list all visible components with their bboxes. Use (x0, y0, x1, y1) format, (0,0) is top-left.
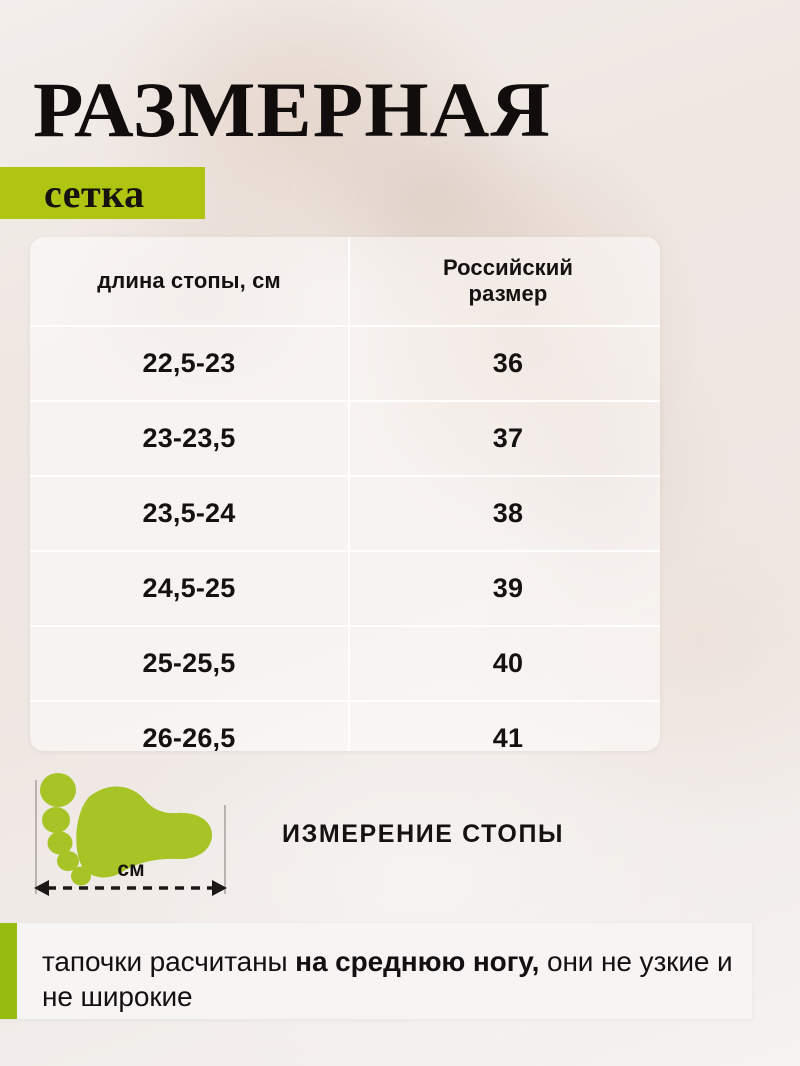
column-header-foot-length: длина стопы, см (30, 237, 350, 327)
footprint-icon: см (34, 773, 227, 896)
title-badge-label: сетка (44, 171, 145, 216)
page-title: РАЗМЕРНАЯ (33, 66, 552, 153)
table-row: 22,5-23 36 (30, 326, 660, 402)
measurement-title: ИЗМЕРЕНИЕ СТОПЫ (282, 820, 565, 848)
table-body: 22,5-23 36 23-23,5 37 23,5-24 38 24,5-25… (30, 326, 660, 751)
cell-foot-length: 25-25,5 (30, 626, 350, 702)
cell-foot-length: 24,5-25 (30, 551, 350, 627)
cell-foot-length: 22,5-23 (30, 326, 350, 402)
size-table: длина стопы, см Российский размер 22,5-2… (30, 237, 660, 751)
measure-arrow-icon (34, 880, 227, 896)
foot-measurement-illustration: см (28, 772, 238, 902)
column-header-ru-size: Российский размер (349, 237, 660, 327)
note-banner: тапочки расчитаны на среднюю ногу, они н… (0, 923, 752, 1019)
note-text-before: тапочки расчитаны (42, 946, 296, 977)
cell-foot-length: 23-23,5 (30, 401, 350, 477)
cell-ru-size: 39 (349, 551, 660, 627)
cell-ru-size: 36 (349, 326, 660, 402)
cell-foot-length: 23,5-24 (30, 476, 350, 552)
cell-ru-size: 38 (349, 476, 660, 552)
note-text-bold: на среднюю ногу, (295, 946, 540, 977)
title-badge: сетка (0, 167, 205, 219)
measure-unit-label: см (117, 858, 144, 881)
table-header: длина стопы, см Российский размер (30, 237, 660, 327)
note-text-after: они не узкие и не широкие (42, 946, 733, 1012)
cell-ru-size: 40 (349, 626, 660, 702)
table-header-row: длина стопы, см Российский размер (30, 237, 660, 327)
cell-foot-length: 26-26,5 (30, 701, 350, 751)
column-header-ru-size-line1: Российский (442, 255, 574, 280)
cell-ru-size: 37 (349, 401, 660, 477)
table-row: 25-25,5 40 (30, 626, 660, 702)
note-accent-bar (0, 923, 17, 1019)
size-table-card: длина стопы, см Российский размер 22,5-2… (30, 237, 660, 751)
table-row: 23-23,5 37 (30, 401, 660, 477)
table-row: 26-26,5 41 (30, 701, 660, 751)
cell-ru-size: 41 (492, 723, 524, 751)
note-text: тапочки расчитаны на среднюю ногу, они н… (42, 944, 742, 1014)
table-row: 23,5-24 38 (30, 476, 660, 552)
table-row: 24,5-25 39 (30, 551, 660, 627)
column-header-ru-size-line2: размер (468, 281, 548, 306)
